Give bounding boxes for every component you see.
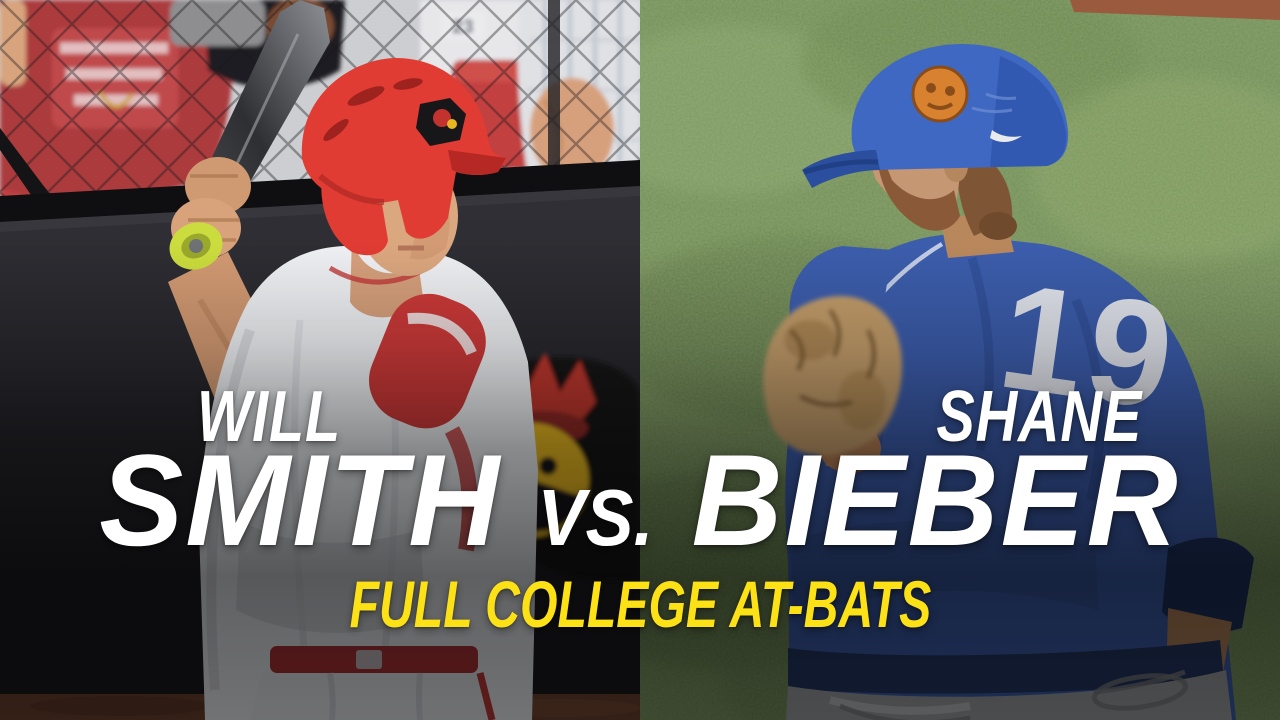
versus-label: vs. bbox=[537, 473, 654, 562]
matchup-title-row: SMITH vs. BIEBER bbox=[0, 435, 1280, 565]
left-last-name: SMITH bbox=[98, 427, 501, 573]
right-first-name: SHANE bbox=[885, 381, 1142, 453]
right-last-name: BIEBER bbox=[691, 427, 1180, 573]
left-first-name: WILL bbox=[197, 381, 377, 453]
right-first-name-text: SHANE bbox=[936, 377, 1142, 457]
cap-crest-logo bbox=[911, 65, 969, 123]
pants bbox=[250, 673, 496, 720]
subtitle: FULL COLLEGE AT-BATS bbox=[349, 567, 931, 641]
left-first-name-text: WILL bbox=[197, 377, 341, 457]
subtitle-row: FULL COLLEGE AT-BATS bbox=[0, 571, 1280, 637]
net-pole bbox=[548, 0, 560, 180]
